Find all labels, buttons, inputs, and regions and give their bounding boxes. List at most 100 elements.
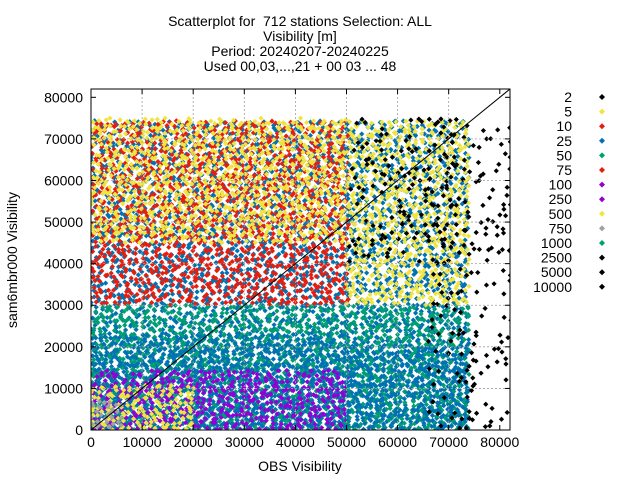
data-point [198,423,204,429]
data-point [233,253,239,260]
data-point [325,371,331,378]
data-point [94,378,100,384]
data-point [131,261,137,267]
data-point [327,187,333,193]
data-point [219,313,225,320]
data-point [117,282,123,288]
data-point [320,124,326,130]
data-point [172,344,178,350]
data-point [293,346,299,352]
data-point [236,363,242,370]
data-point [224,284,230,290]
data-point [266,337,272,343]
data-point [313,287,319,294]
data-point [309,414,315,420]
data-point [145,322,151,328]
data-point [188,280,194,286]
data-point [287,337,293,343]
data-point [93,235,99,241]
data-point [276,251,282,257]
data-point [209,279,215,285]
data-point [279,263,285,270]
data-point [157,252,163,258]
data-point [174,284,180,290]
data-point [93,361,99,367]
data-point [303,303,309,310]
data-point [185,339,191,345]
data-point [91,315,96,321]
data-point [179,363,185,369]
data-point [151,160,157,166]
data-point [298,244,304,250]
data-point [91,362,97,368]
data-point [281,189,287,195]
data-point [91,245,96,251]
data-point [312,333,318,339]
data-point [223,256,229,263]
data-point [328,251,334,258]
data-point [251,405,257,412]
data-point [320,312,326,318]
data-point [127,267,133,273]
data-point [258,214,264,220]
data-point [306,331,312,337]
data-point [311,255,317,261]
data-point [299,134,305,140]
data-point [199,287,205,294]
data-point [325,219,331,226]
data-point [163,331,169,337]
chart-title-line-4: Used 00,03,...,21 + 00 03 ... 48 [203,58,397,74]
data-point [190,122,196,128]
data-point [91,287,97,294]
data-point [193,295,199,301]
data-point [248,423,254,429]
data-point [94,187,100,193]
data-point [280,304,286,310]
data-point [113,340,119,347]
data-point [285,381,291,388]
data-point [140,332,146,338]
data-point [163,283,169,289]
data-point [316,163,322,169]
data-point [117,206,123,212]
data-point [325,223,331,229]
data-point [93,304,99,310]
data-point [133,326,139,333]
data-point [287,363,293,369]
data-point [323,342,329,348]
data-point [142,318,148,324]
data-point [322,243,328,249]
data-point [170,324,176,330]
data-point [273,224,280,230]
data-point [317,329,323,335]
data-point [297,128,303,135]
data-point [304,248,310,254]
data-point [211,277,218,283]
data-point [255,150,262,156]
data-point [267,177,273,183]
data-point [316,174,322,180]
data-point [257,305,263,312]
data-point [165,268,171,274]
data-point [128,278,134,284]
data-point [113,259,119,265]
data-point [122,183,128,189]
data-point [276,351,282,357]
data-point [333,354,339,360]
chart-title-line-2: Visibility [m] [263,28,337,44]
data-point [323,302,329,308]
data-point [243,366,249,372]
data-point [280,287,287,293]
data-point [264,267,270,273]
data-point [231,270,237,276]
data-point [136,283,143,289]
data-point [245,266,251,272]
data-point [179,258,185,264]
data-point [168,272,175,279]
data-point [328,216,334,222]
data-point [269,147,276,154]
data-point [224,270,230,276]
data-point [230,245,236,252]
data-point [101,325,107,332]
data-point [177,325,184,331]
